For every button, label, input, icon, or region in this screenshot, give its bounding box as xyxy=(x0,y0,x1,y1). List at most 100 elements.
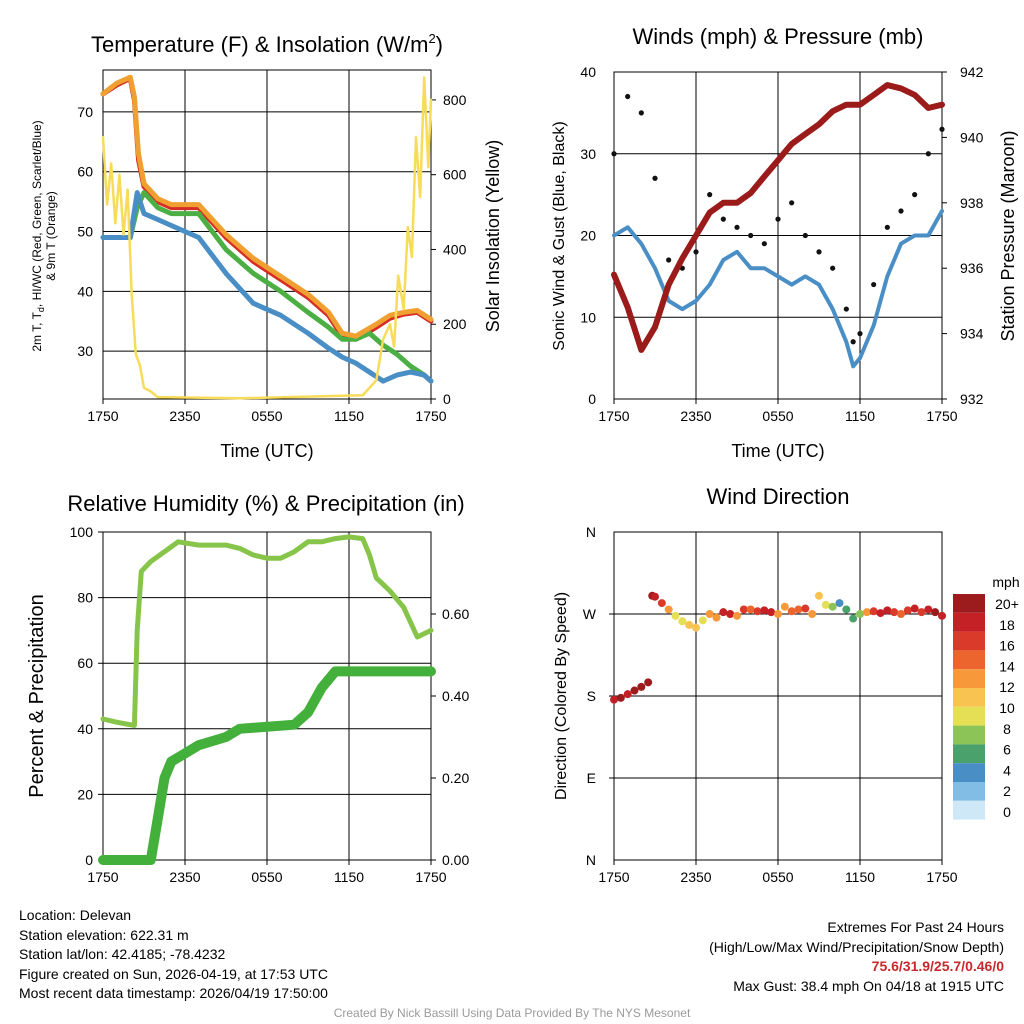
direction-point xyxy=(787,607,796,616)
legend-swatch xyxy=(953,763,985,782)
pressure-ytick-label: 934 xyxy=(960,326,984,342)
direction-point xyxy=(712,613,721,622)
legend-label: 6 xyxy=(1003,742,1011,758)
direction-point xyxy=(774,610,782,618)
legend-swatch xyxy=(953,612,985,632)
pressure-ytick-label: 932 xyxy=(960,391,984,407)
direction-point xyxy=(698,616,707,625)
direction-point xyxy=(664,605,673,614)
direction-point xyxy=(623,690,632,699)
dir-xtick-label: 1750 xyxy=(926,869,957,885)
temp-xtick-label: 1750 xyxy=(87,408,118,424)
insolation-ytick-label: 400 xyxy=(443,241,467,257)
series-rh xyxy=(100,534,434,728)
winds-xtick-label: 1750 xyxy=(926,408,957,424)
direction-point xyxy=(616,693,625,702)
direction-point xyxy=(931,608,940,617)
legend-label: 2 xyxy=(1003,783,1011,799)
winds-xlabel: Time (UTC) xyxy=(731,441,824,461)
legend-swatch xyxy=(953,800,985,820)
legend-swatch xyxy=(953,631,985,651)
winds-ylabel: Sonic Wind & Gust (Blue, Black) xyxy=(551,121,568,350)
legend-label: 12 xyxy=(999,679,1015,695)
gust-point xyxy=(625,93,631,100)
credit-line: Created By Nick Bassill Using Data Provi… xyxy=(333,1006,691,1020)
gust-point xyxy=(850,339,856,345)
temp-xtick-label: 1750 xyxy=(415,408,446,424)
legend-label: 14 xyxy=(999,658,1015,674)
direction-point xyxy=(644,678,653,687)
title-end: ) xyxy=(436,32,443,57)
dir-tick-label: E xyxy=(587,770,596,786)
winds-ytick-label: 20 xyxy=(580,228,596,244)
gust-point xyxy=(761,241,767,247)
direction-point xyxy=(719,608,728,617)
dir-tick-label: N xyxy=(586,524,596,540)
dir-xtick-label: 1150 xyxy=(845,869,875,885)
direction-point xyxy=(828,602,837,611)
legend-label: 10 xyxy=(999,700,1015,716)
gust-point xyxy=(857,331,863,337)
legend-swatch xyxy=(953,782,985,801)
series-yellow xyxy=(101,76,433,400)
gust-point xyxy=(884,224,890,230)
figure-created: Figure created on Sun, 2026-04-19, at 17… xyxy=(19,965,328,982)
precip-ytick-label: 0.20 xyxy=(442,770,469,786)
temp-ylabel: 2m T, Td, HI/WC (Red, Green, Scarlet/Blu… xyxy=(30,120,46,351)
precip-ytick-label: 0.00 xyxy=(442,852,469,868)
direction-point xyxy=(705,610,714,618)
dir-tick-label: N xyxy=(586,852,596,868)
temp-ytick-label: 60 xyxy=(77,164,93,180)
ylabel-rest: , HI/WC (Red, Green, Scarlet/Blue) xyxy=(30,120,44,307)
insolation-ytick-label: 0 xyxy=(443,391,451,407)
gust-point xyxy=(720,216,726,222)
direction-point xyxy=(685,620,694,629)
winds-xtick-label: 2350 xyxy=(680,408,711,424)
winds-ytick-label: 0 xyxy=(588,391,596,407)
gust-point xyxy=(611,151,617,157)
winds-chart-title: Winds (mph) & Pressure (mb) xyxy=(633,24,924,49)
rh-xtick-label: 2350 xyxy=(169,869,200,885)
pressure-ylabel: Station Pressure (Maroon) xyxy=(998,130,1018,341)
direction-point xyxy=(692,623,700,632)
legend-swatch xyxy=(953,744,985,764)
insolation-ylabel: Solar Insolation (Yellow) xyxy=(483,140,503,332)
gust-point xyxy=(775,216,781,222)
humidity-chart: 0 20 40 60 80 100 0.00 0.20 0.40 0.60 1750 2350 0550… xyxy=(26,491,469,885)
gust-point xyxy=(925,151,931,157)
direction-point xyxy=(780,602,789,611)
temp-chart-title: Temperature (F) & Insolation (W/m2) xyxy=(91,31,443,57)
direction-point xyxy=(862,608,871,617)
speed-legend: mph 20+ 18 16 14 12 10 8 6 4 2 0 xyxy=(953,574,1020,820)
direction-point xyxy=(869,607,878,616)
rh-ytick-label: 80 xyxy=(77,590,93,606)
direction-point xyxy=(651,592,659,601)
pressure-ytick-label: 938 xyxy=(960,195,984,211)
insolation-ytick-label: 800 xyxy=(443,92,467,108)
rh-ytick-label: 20 xyxy=(77,786,93,802)
legend-swatch xyxy=(953,725,985,745)
winds-ytick-label: 40 xyxy=(580,64,596,80)
direction-point xyxy=(801,604,810,613)
gust-point xyxy=(898,208,904,214)
direction-point xyxy=(767,608,776,617)
winds-chart: 0 10 20 30 40 932 934 936 938 940 942 1750 2350 0550 1… xyxy=(551,24,1018,461)
rh-ytick-label: 60 xyxy=(77,655,93,671)
series-maroon xyxy=(611,82,945,353)
rh-xtick-label: 1750 xyxy=(415,869,446,885)
rh-xtick-label: 0550 xyxy=(251,869,282,885)
series-green xyxy=(100,190,434,384)
direction-point xyxy=(938,611,946,620)
series-precip xyxy=(98,666,436,865)
series-blue xyxy=(612,209,944,369)
direction-point xyxy=(610,695,618,704)
pressure-ytick-label: 942 xyxy=(960,64,984,80)
extremes-info: Extremes For Past 24 Hours (High/Low/Max… xyxy=(709,918,1004,996)
gust-point xyxy=(638,110,644,116)
gust-point xyxy=(912,192,918,198)
legend-label: 4 xyxy=(1003,762,1011,778)
direction-point xyxy=(890,608,899,617)
direction-point xyxy=(842,605,851,614)
